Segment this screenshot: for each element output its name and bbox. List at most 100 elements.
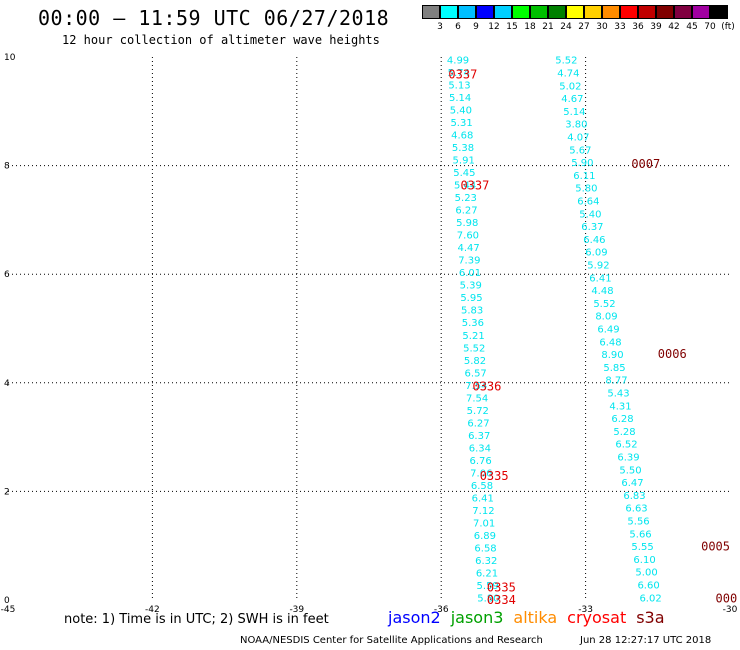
wave-height-value: 5.31 bbox=[450, 118, 472, 129]
wave-height-value: 4.07 bbox=[567, 133, 589, 144]
wave-height-value: 5.66 bbox=[629, 529, 651, 540]
legend-item-jason3: jason3 bbox=[450, 608, 504, 627]
wave-height-value: 6.01 bbox=[459, 268, 481, 279]
wave-height-value: 5.55 bbox=[631, 542, 653, 553]
wave-height-value: 6.48 bbox=[599, 337, 621, 348]
y-tick-label: 2 bbox=[4, 487, 10, 497]
color-swatch bbox=[584, 5, 602, 19]
color-swatch bbox=[512, 5, 530, 19]
wave-height-value: 4.74 bbox=[557, 69, 579, 80]
color-scale-label: 9 bbox=[473, 22, 479, 32]
wave-height-value: 7.60 bbox=[457, 231, 479, 242]
wave-height-value: 5.56 bbox=[627, 516, 649, 527]
wave-height-value: 5.14 bbox=[563, 107, 585, 118]
wave-height-value: 5.38 bbox=[452, 143, 474, 154]
wave-height-value: 7.06 bbox=[470, 468, 492, 479]
color-scale-label: 12 bbox=[488, 22, 500, 32]
wave-height-value: 6.83 bbox=[623, 491, 645, 502]
footer-note: note: 1) Time is in UTC; 2) SWH is in fe… bbox=[64, 612, 329, 627]
wave-height-value: 5.59 bbox=[477, 581, 499, 592]
x-tick-label: -30 bbox=[723, 605, 738, 615]
wave-height-value: 6.64 bbox=[577, 197, 599, 208]
wave-height-value: 4.31 bbox=[609, 401, 631, 412]
wave-height-value: 6.52 bbox=[615, 440, 637, 451]
wave-height-value: 6.47 bbox=[621, 478, 643, 489]
wave-height-value: 6.60 bbox=[637, 580, 659, 591]
wave-height-value: 4.48 bbox=[591, 286, 613, 297]
wave-height-value: 5.80 bbox=[575, 184, 597, 195]
color-scale-label: 30 bbox=[596, 22, 608, 32]
time-label: 0006 bbox=[658, 347, 687, 361]
wave-height-value: 5.36 bbox=[462, 318, 484, 329]
time-label: 0336 bbox=[472, 380, 501, 394]
color-swatch bbox=[692, 5, 710, 19]
time-label: 000 bbox=[716, 591, 738, 605]
wave-height-value: 6.49 bbox=[597, 325, 619, 336]
wave-height-value: 6.41 bbox=[589, 273, 611, 284]
wave-height-value: 5.14 bbox=[449, 93, 471, 104]
wave-height-value: 6.34 bbox=[469, 443, 491, 454]
wave-height-value: 5.45 bbox=[453, 168, 475, 179]
color-swatch bbox=[422, 5, 440, 19]
credit-timestamp: Jun 28 12:27:17 UTC 2018 bbox=[580, 635, 712, 646]
color-swatch bbox=[638, 5, 656, 19]
wave-height-value: 5.98 bbox=[456, 218, 478, 229]
x-tick-label: -39 bbox=[289, 605, 304, 615]
wave-height-value: 5.23 bbox=[455, 193, 477, 204]
legend-item-cryosat: cryosat bbox=[567, 608, 627, 627]
color-scale: 3 6 9 12 15 18 21 24 27 30 33 36 39 42 45 70 (ft) bbox=[422, 5, 735, 35]
wave-height-value: 6.46 bbox=[583, 235, 605, 246]
wave-height-value: 6.32 bbox=[475, 556, 497, 567]
color-scale-label: 3 bbox=[437, 22, 443, 32]
wave-height-value: 6.37 bbox=[468, 431, 490, 442]
wave-height-value: 4.67 bbox=[561, 94, 583, 105]
wave-height-value: 8.09 bbox=[595, 312, 617, 323]
color-scale-label: 21 bbox=[542, 22, 554, 32]
wave-height-value: 6.10 bbox=[633, 555, 655, 566]
wave-height-value: 5.67 bbox=[569, 145, 591, 156]
wave-height-value: 6.27 bbox=[467, 418, 489, 429]
wave-height-value: 5.52 bbox=[555, 56, 577, 67]
time-label: 0005 bbox=[701, 540, 730, 554]
time-label: 0337 bbox=[448, 67, 477, 81]
y-tick-label: 6 bbox=[4, 270, 10, 280]
wave-height-value: 6.89 bbox=[474, 531, 496, 542]
wave-height-value: 5.74 bbox=[448, 68, 470, 79]
wave-height-value: 6.41 bbox=[472, 493, 494, 504]
x-tick-label: -33 bbox=[578, 605, 593, 615]
wave-height-value: 6.57 bbox=[465, 368, 487, 379]
wave-height-value: 5.85 bbox=[603, 363, 625, 374]
wave-height-value: 5.40 bbox=[450, 106, 472, 117]
color-scale-label: 33 bbox=[614, 22, 626, 32]
color-swatch bbox=[440, 5, 458, 19]
x-tick-label: -42 bbox=[145, 605, 160, 615]
color-scale-label: 42 bbox=[668, 22, 680, 32]
wave-height-value: 6.11 bbox=[573, 171, 595, 182]
color-scale-unit: (ft) bbox=[721, 22, 735, 32]
color-swatch bbox=[458, 5, 476, 19]
color-scale-label: 24 bbox=[560, 22, 572, 32]
wave-height-value: 3.80 bbox=[565, 120, 587, 131]
wave-height-value: 5.02 bbox=[559, 81, 581, 92]
wave-height-value: 5.80 bbox=[477, 593, 499, 604]
y-tick-label: 4 bbox=[4, 379, 10, 389]
time-label: 0334 bbox=[487, 593, 516, 607]
wave-height-value: 4.99 bbox=[447, 56, 469, 67]
wave-height-value: 5.21 bbox=[462, 331, 484, 342]
color-swatch bbox=[710, 5, 728, 19]
color-swatch bbox=[674, 5, 692, 19]
y-tick-label: 8 bbox=[4, 162, 10, 172]
color-scale-label: 70 bbox=[704, 22, 716, 32]
wave-height-value: 6.39 bbox=[617, 452, 639, 463]
wave-height-value: 6.58 bbox=[471, 481, 493, 492]
wave-height-value: 6.27 bbox=[455, 206, 477, 217]
wave-height-value: 8.77 bbox=[605, 376, 627, 387]
y-tick-label: 0 bbox=[4, 596, 10, 606]
color-scale-label: 15 bbox=[506, 22, 518, 32]
wave-height-value: 5.52 bbox=[593, 299, 615, 310]
color-swatch bbox=[620, 5, 638, 19]
wave-height-value: 5.83 bbox=[461, 306, 483, 317]
color-swatch bbox=[476, 5, 494, 19]
wave-height-value: 5.82 bbox=[464, 356, 486, 367]
time-label: 0335 bbox=[487, 580, 516, 594]
